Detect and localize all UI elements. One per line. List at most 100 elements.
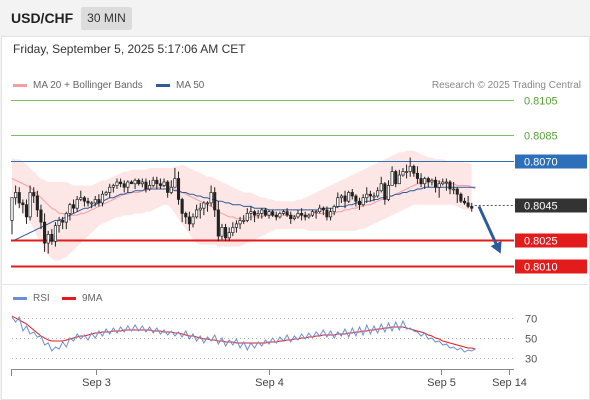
candle (271, 209, 275, 217)
candle (242, 215, 246, 224)
candle (61, 216, 65, 230)
candle (180, 197, 184, 223)
legend-ma50: MA 50 (156, 80, 204, 91)
candle-body (376, 190, 380, 197)
candle-body (108, 186, 112, 193)
symbol-title: USD/CHF (11, 10, 74, 26)
candle-body (430, 179, 434, 183)
candle (144, 178, 148, 193)
candle (310, 209, 315, 217)
candle-body (401, 171, 405, 176)
candle-body (162, 181, 166, 186)
candle-body (227, 232, 231, 239)
candle (43, 213, 47, 252)
candle-body (191, 216, 195, 225)
candle (357, 197, 362, 210)
candle (53, 222, 57, 247)
candle (365, 187, 369, 203)
candle (227, 227, 231, 242)
candle-body (144, 181, 148, 190)
candle-body (68, 204, 72, 214)
candle-body (386, 185, 391, 200)
candle-body (79, 197, 83, 200)
candle-body (17, 192, 21, 204)
candle (455, 187, 459, 203)
candle (249, 206, 253, 221)
candle-body (256, 213, 260, 216)
candle-body (354, 195, 358, 202)
candle (448, 180, 452, 195)
candle-body (321, 207, 325, 211)
candle-body (252, 211, 257, 216)
candle-body (126, 181, 130, 188)
candle (394, 169, 398, 188)
candle-body (57, 220, 61, 226)
candle (158, 178, 162, 189)
candle-body (234, 223, 238, 228)
candle (470, 202, 474, 212)
candle-body (220, 227, 224, 237)
candle-body (148, 185, 152, 190)
candle-body (318, 207, 322, 213)
candle-body (455, 188, 459, 195)
candle (129, 180, 134, 185)
candle (343, 190, 347, 209)
candle (368, 190, 372, 202)
candle-body (397, 174, 401, 185)
level-label-0.8025: 0.8025 (524, 236, 558, 248)
candle (191, 213, 195, 228)
timeframe-button[interactable]: 30 MIN (81, 7, 132, 30)
candle (412, 164, 416, 177)
candle (314, 209, 318, 219)
candle (57, 216, 61, 233)
candle-body (470, 206, 474, 209)
candle-body (405, 171, 409, 173)
candle (28, 185, 32, 221)
candle-body (213, 192, 217, 211)
x-axis-tick-label: Sep 3 (82, 377, 111, 389)
candle (300, 208, 304, 221)
candle (50, 229, 54, 245)
candle (462, 197, 467, 205)
candle (100, 190, 105, 207)
candle-body (90, 202, 94, 205)
candle (32, 187, 36, 203)
level-label-0.8105: 0.8105 (524, 96, 558, 108)
candle (137, 178, 141, 186)
candle-body (209, 192, 213, 204)
candle-body (82, 197, 86, 202)
candle-body (93, 199, 97, 204)
candle-body (289, 214, 293, 220)
candle-body (249, 211, 253, 214)
candle-body (195, 209, 199, 218)
candle-body (184, 213, 188, 218)
candle (17, 187, 21, 209)
candle-body (140, 181, 144, 185)
candle (423, 176, 427, 189)
candle-body (35, 195, 39, 211)
candle (104, 190, 108, 196)
candle-body (43, 221, 47, 244)
candle-body (133, 179, 137, 185)
legend-9ma: 9MA (62, 293, 103, 304)
legend-swatch-ma50 (156, 84, 170, 87)
candle-body (21, 202, 25, 206)
x-axis-tick-label: Sep 4 (255, 377, 284, 389)
candle (397, 169, 401, 185)
candle (307, 213, 311, 219)
candle-body (466, 202, 470, 207)
legend-swatch-9ma (62, 297, 76, 300)
candle (292, 215, 296, 221)
candle (245, 208, 249, 223)
candle (39, 204, 43, 230)
legend-swatch-rsi (13, 297, 27, 300)
candle-body (86, 200, 90, 204)
legend-label-9ma: 9MA (82, 293, 103, 304)
candle-body (379, 183, 383, 192)
candle-body (224, 227, 228, 239)
candle (231, 222, 235, 237)
candle-body (75, 199, 79, 209)
candle-body (419, 178, 423, 185)
candle (452, 182, 456, 195)
